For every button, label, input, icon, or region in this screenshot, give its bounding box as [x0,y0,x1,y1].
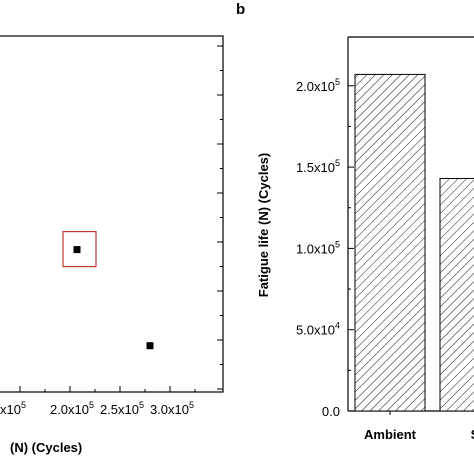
panel-a-x-tick-label: 2.0x105 [50,400,94,417]
panel-b-bar [439,177,474,412]
panel-b-label: b [236,1,245,18]
panel-b-y-tick-label-mantissa: 5.0x10 [296,323,335,338]
panel-a-x-tick-label: 2.5x105 [100,400,144,417]
panel-b-y-tick-label-mantissa: 2.0x10 [296,79,335,94]
panel-a-data-point [146,342,154,350]
panel-b-bars [354,73,474,412]
panel-b-y-tick-label: 2.0x105 [296,77,340,94]
panel-a-x-tick-label-mantissa: x10 [0,402,21,417]
panel-b-y-tick-label-exponent: 4 [335,321,340,331]
panel-b-y-tick-label: 0.0 [322,404,340,419]
panel-b-y-tick-label: 1.0x105 [296,239,340,256]
panel-a-right-ticks [217,45,223,390]
panel-a-scatter: x105 2.0x105 2.5x105 3.0x105 (N) (Cycles) [0,35,224,455]
panel-b-y-axis-title: Fatigue life (N) (Cycles) [256,153,271,297]
panel-a-x-axis-title: (N) (Cycles) [10,440,82,455]
panel-b-y-tick-label: 5.0x104 [296,321,340,338]
panel-a-x-tick-label: 3.0x105 [150,400,194,417]
panel-a-x-tick-labels: x105 2.0x105 2.5x105 3.0x105 [0,400,194,417]
panel-a-x-tick-label-exponent: 5 [189,400,194,410]
panel-b-category-label: S [471,427,474,442]
panel-a-data-point [73,246,81,254]
panel-a-x-tick-label: x105 [0,400,26,417]
panel-b-y-tick-label-exponent: 5 [335,158,340,168]
panel-a-plot-frame [0,35,224,393]
panel-a-x-tick-label-exponent: 5 [139,400,144,410]
panel-b-category-label: Ambient [364,427,417,442]
panel-a-x-tick-label-mantissa: 2.5x10 [100,402,139,417]
panel-a-x-tick-label-mantissa: 2.0x10 [50,402,89,417]
panel-b-y-tick-label-exponent: 5 [335,239,340,249]
panel-a-x-tick-label-exponent: 5 [21,400,26,410]
panel-b-y-tick-label: 1.5x105 [296,158,340,175]
panel-b-y-tick-label-mantissa: 1.0x10 [296,241,335,256]
panel-a-x-tick-label-exponent: 5 [89,400,94,410]
panel-b-category-labels: Ambient S [364,411,474,442]
panel-a-x-tick-label-mantissa: 3.0x10 [150,402,189,417]
panel-b-bar [354,73,426,412]
panel-b-y-tick-label-mantissa: 0.0 [322,404,340,419]
panel-a-highlight-box [62,231,97,268]
panel-a-bottom-ticks [19,386,196,392]
panel-a-points [62,231,154,350]
panel-b-y-tick-label-exponent: 5 [335,77,340,87]
panel-b-y-tick-label-mantissa: 1.5x10 [296,160,335,175]
